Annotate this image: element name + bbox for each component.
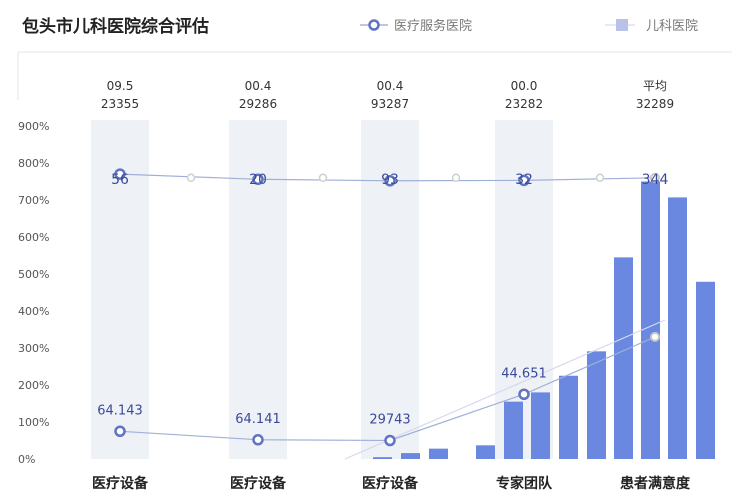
- top-label: 平均: [643, 79, 667, 93]
- line-upper-point: [518, 174, 530, 187]
- legend-entry-1: 医疗服务医院: [394, 18, 472, 34]
- line-upper-point: [384, 175, 396, 187]
- category-band: [229, 120, 287, 459]
- bar: [531, 392, 550, 459]
- lower-line-label: 44.651: [501, 366, 547, 381]
- line-lower-point: [650, 331, 660, 342]
- line-marker-faint: [186, 173, 196, 183]
- bar: [696, 281, 715, 459]
- upper-line-label: 56: [111, 172, 129, 188]
- upper-line-label: 344: [642, 172, 669, 188]
- y-tick-label: 100%: [18, 416, 49, 429]
- top-label: 00.0: [511, 79, 538, 93]
- chart-title: 包头市儿科医院综合评估: [22, 16, 209, 37]
- upper-line-label: 32: [515, 172, 533, 188]
- top-label: 32289: [636, 97, 674, 111]
- bar: [476, 445, 495, 459]
- bar: [504, 401, 523, 459]
- line-marker-faint: [318, 173, 328, 183]
- x-tick-label: 医疗设备: [230, 475, 287, 492]
- upper-line-label: 20: [249, 172, 267, 188]
- line-marker-faint: [451, 173, 461, 183]
- y-tick-label: 700%: [18, 194, 49, 207]
- y-tick-label: 900%: [18, 120, 49, 133]
- y-tick-label: 500%: [18, 268, 49, 281]
- legend-line-marker: [368, 19, 380, 31]
- bar: [668, 197, 687, 459]
- x-axis: 医疗设备 医疗设备 医疗设备 专家团队 患者满意度: [92, 475, 691, 492]
- line-lower-point: [518, 388, 530, 400]
- bar: [559, 375, 578, 459]
- legend-bar-marker: [616, 19, 628, 31]
- line-lower-point: [114, 425, 126, 437]
- lower-line-label: 29743: [369, 413, 410, 428]
- top-label: 00.4: [377, 79, 404, 93]
- upper-line-label: 93: [381, 172, 399, 188]
- bar: [401, 453, 420, 459]
- top-label: 00.4: [245, 79, 272, 93]
- top-label: 23282: [505, 97, 543, 111]
- bar: [641, 181, 660, 459]
- line-upper-point: [114, 168, 126, 180]
- line-series: [114, 168, 666, 460]
- x-tick-label: 医疗设备: [92, 475, 149, 492]
- y-tick-label: 200%: [18, 379, 49, 392]
- y-tick-label: 600%: [18, 231, 49, 244]
- line-lower-point: [384, 434, 396, 447]
- legend: 医疗服务医院 儿科医院: [360, 18, 698, 34]
- bar: [429, 448, 448, 459]
- x-tick-label: 患者满意度: [620, 475, 691, 492]
- category-band: [361, 120, 419, 459]
- bar: [373, 457, 392, 459]
- y-axis: 900% 800% 700% 600% 500% 400% 300% 200% 100% 0%: [18, 120, 49, 466]
- bar-series: [373, 181, 715, 459]
- y-tick-label: 400%: [18, 305, 49, 318]
- top-label: 93287: [371, 97, 409, 111]
- top-label: 23355: [101, 97, 139, 111]
- x-tick-label: 专家团队: [496, 475, 553, 492]
- top-label: 29286: [239, 97, 277, 111]
- legend-entry-2: 儿科医院: [646, 19, 698, 34]
- x-tick-label: 医疗设备: [362, 475, 419, 492]
- bar: [614, 257, 633, 459]
- top-label: 09.5: [107, 79, 134, 93]
- y-tick-label: 0%: [18, 453, 35, 466]
- trend-line: [344, 319, 666, 460]
- lower-line-label: 64.141: [235, 412, 281, 427]
- bar: [587, 351, 606, 459]
- data-labels: 09.5 23355 00.4 29286 00.4 93287 00.0 23282 平均 32…: [97, 79, 674, 428]
- line-upper-point: [252, 173, 264, 186]
- y-tick-label: 800%: [18, 157, 49, 170]
- line-upper-point: [650, 172, 660, 183]
- lower-line-label: 64.143: [97, 403, 143, 418]
- y-tick-label: 300%: [18, 342, 49, 355]
- line-marker-faint: [595, 173, 605, 183]
- line-lower-point: [252, 434, 264, 446]
